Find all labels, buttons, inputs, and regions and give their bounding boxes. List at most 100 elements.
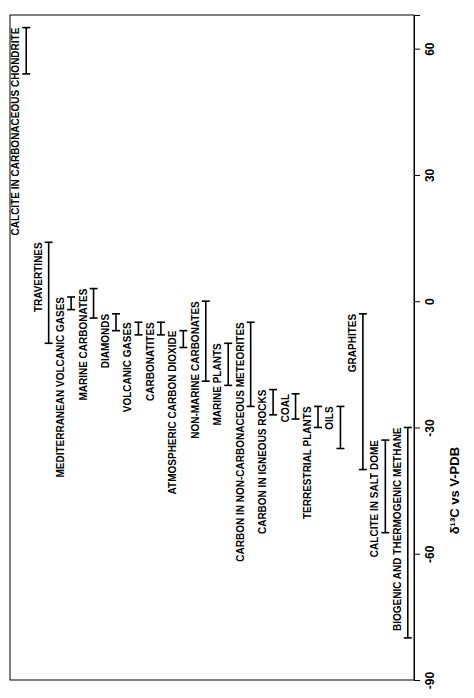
category-label: CARBONATITES [145,322,156,401]
range-line [160,322,162,335]
tick: 0 [414,298,437,305]
range-cap-high [224,342,232,344]
range-cap-low [381,532,389,534]
range-bar [179,331,187,348]
category-label: TRAVERTINES [33,242,44,312]
range-line [295,394,297,419]
tick-label: 60 [423,42,437,56]
range-cap-low [314,427,322,429]
tick: 30 [414,168,437,182]
range-line [25,28,27,74]
range-cap-high [22,27,30,29]
range-cap-high [134,321,142,323]
range-cap-high [314,406,322,408]
category-label: BIOGENIC AND THERMOGENIC METHANE [392,427,403,631]
range-cap-low [67,309,75,311]
tick: -90 [414,672,437,690]
range-cap-high [90,288,98,290]
range-bar [90,289,98,318]
range-cap-low [112,330,120,332]
range-cap-high [336,406,344,408]
range-line [115,314,117,331]
tick-label: -60 [423,545,437,563]
range-bar [134,322,142,335]
range-cap-low [336,448,344,450]
category-label: TERRESTRIAL PLANTS [302,406,313,519]
range-cap-high [157,321,165,323]
range-cap-low [359,469,367,471]
axis-line [415,16,421,681]
plot-frame [10,15,414,680]
ranges [22,28,412,638]
tick: -60 [414,545,437,563]
range-cap-high [404,427,412,429]
category-label: ATMOSPHERIC CARBON DIOXIDE [167,330,178,494]
range-cap-high [45,241,53,243]
range-line [340,406,342,448]
range-cap-high [67,296,75,298]
range-bar [292,394,300,419]
range-cap-high [359,313,367,315]
category-label: CARBON IN NON-CARBONACEOUS METEORITES [235,322,246,562]
range-cap-low [134,334,142,336]
category-label: CALCITE IN SALT DOME [369,440,380,557]
range-bar [404,427,412,637]
range-line [138,322,140,335]
range-line [407,427,409,637]
range-line [227,343,229,385]
range-cap-high [381,439,389,441]
range-bar [359,314,367,470]
category-label: MARINE PLANTS [212,343,223,426]
range-line [48,242,50,343]
tick-mark [414,175,420,176]
range-line [385,440,387,533]
range-line [93,289,95,318]
range-bar [247,322,255,406]
range-cap-high [202,300,210,302]
tick-label: 30 [423,168,437,182]
range-cap-low [202,380,210,382]
range-cap-low [45,342,53,344]
range-line [250,322,252,406]
chart: CALCITE IN CARBONACEOUS CHONDRITE TRAVERT… [0,0,474,698]
range-bar [314,406,322,427]
category-label: COAL [280,394,291,422]
range-line [272,390,274,415]
range-cap-low [179,347,187,349]
tick-mark [414,680,420,681]
range-bar [381,440,389,533]
range-cap-low [224,385,232,387]
category-label: OILS [324,406,335,430]
range-cap-high [179,330,187,332]
category-label: GRAPHITES [347,314,358,373]
range-bar [45,242,53,343]
tick-label: -30 [423,419,437,437]
range-bar [224,343,232,385]
range-bar [67,297,75,310]
tick-mark [414,301,420,302]
range-cap-high [247,321,255,323]
range-bar [269,390,277,415]
category-label: NON-MARINE CARBONATES [190,301,201,439]
range-cap-high [292,393,300,395]
range-cap-low [22,73,30,75]
range-cap-low [269,414,277,416]
tick-label: -90 [423,672,437,690]
range-cap-low [247,406,255,408]
range-line [183,331,185,348]
category-label: MARINE CARBONATES [78,288,89,400]
range-cap-high [269,389,277,391]
range-cap-high [112,313,120,315]
tick: -30 [414,419,437,437]
range-line [317,406,319,427]
range-bar [202,301,210,381]
range-bar [22,28,30,74]
range-cap-low [404,637,412,639]
axis-title: δ¹³C vs V-PDB [447,447,462,534]
range-cap-low [90,317,98,319]
category-label: CARBON IN IGNEOUS ROCKS [257,389,268,534]
range-bar [157,322,165,335]
tick-mark [414,49,420,50]
range-line [362,314,364,470]
category-label: CALCITE IN CARBONACEOUS CHONDRITE [10,27,21,235]
